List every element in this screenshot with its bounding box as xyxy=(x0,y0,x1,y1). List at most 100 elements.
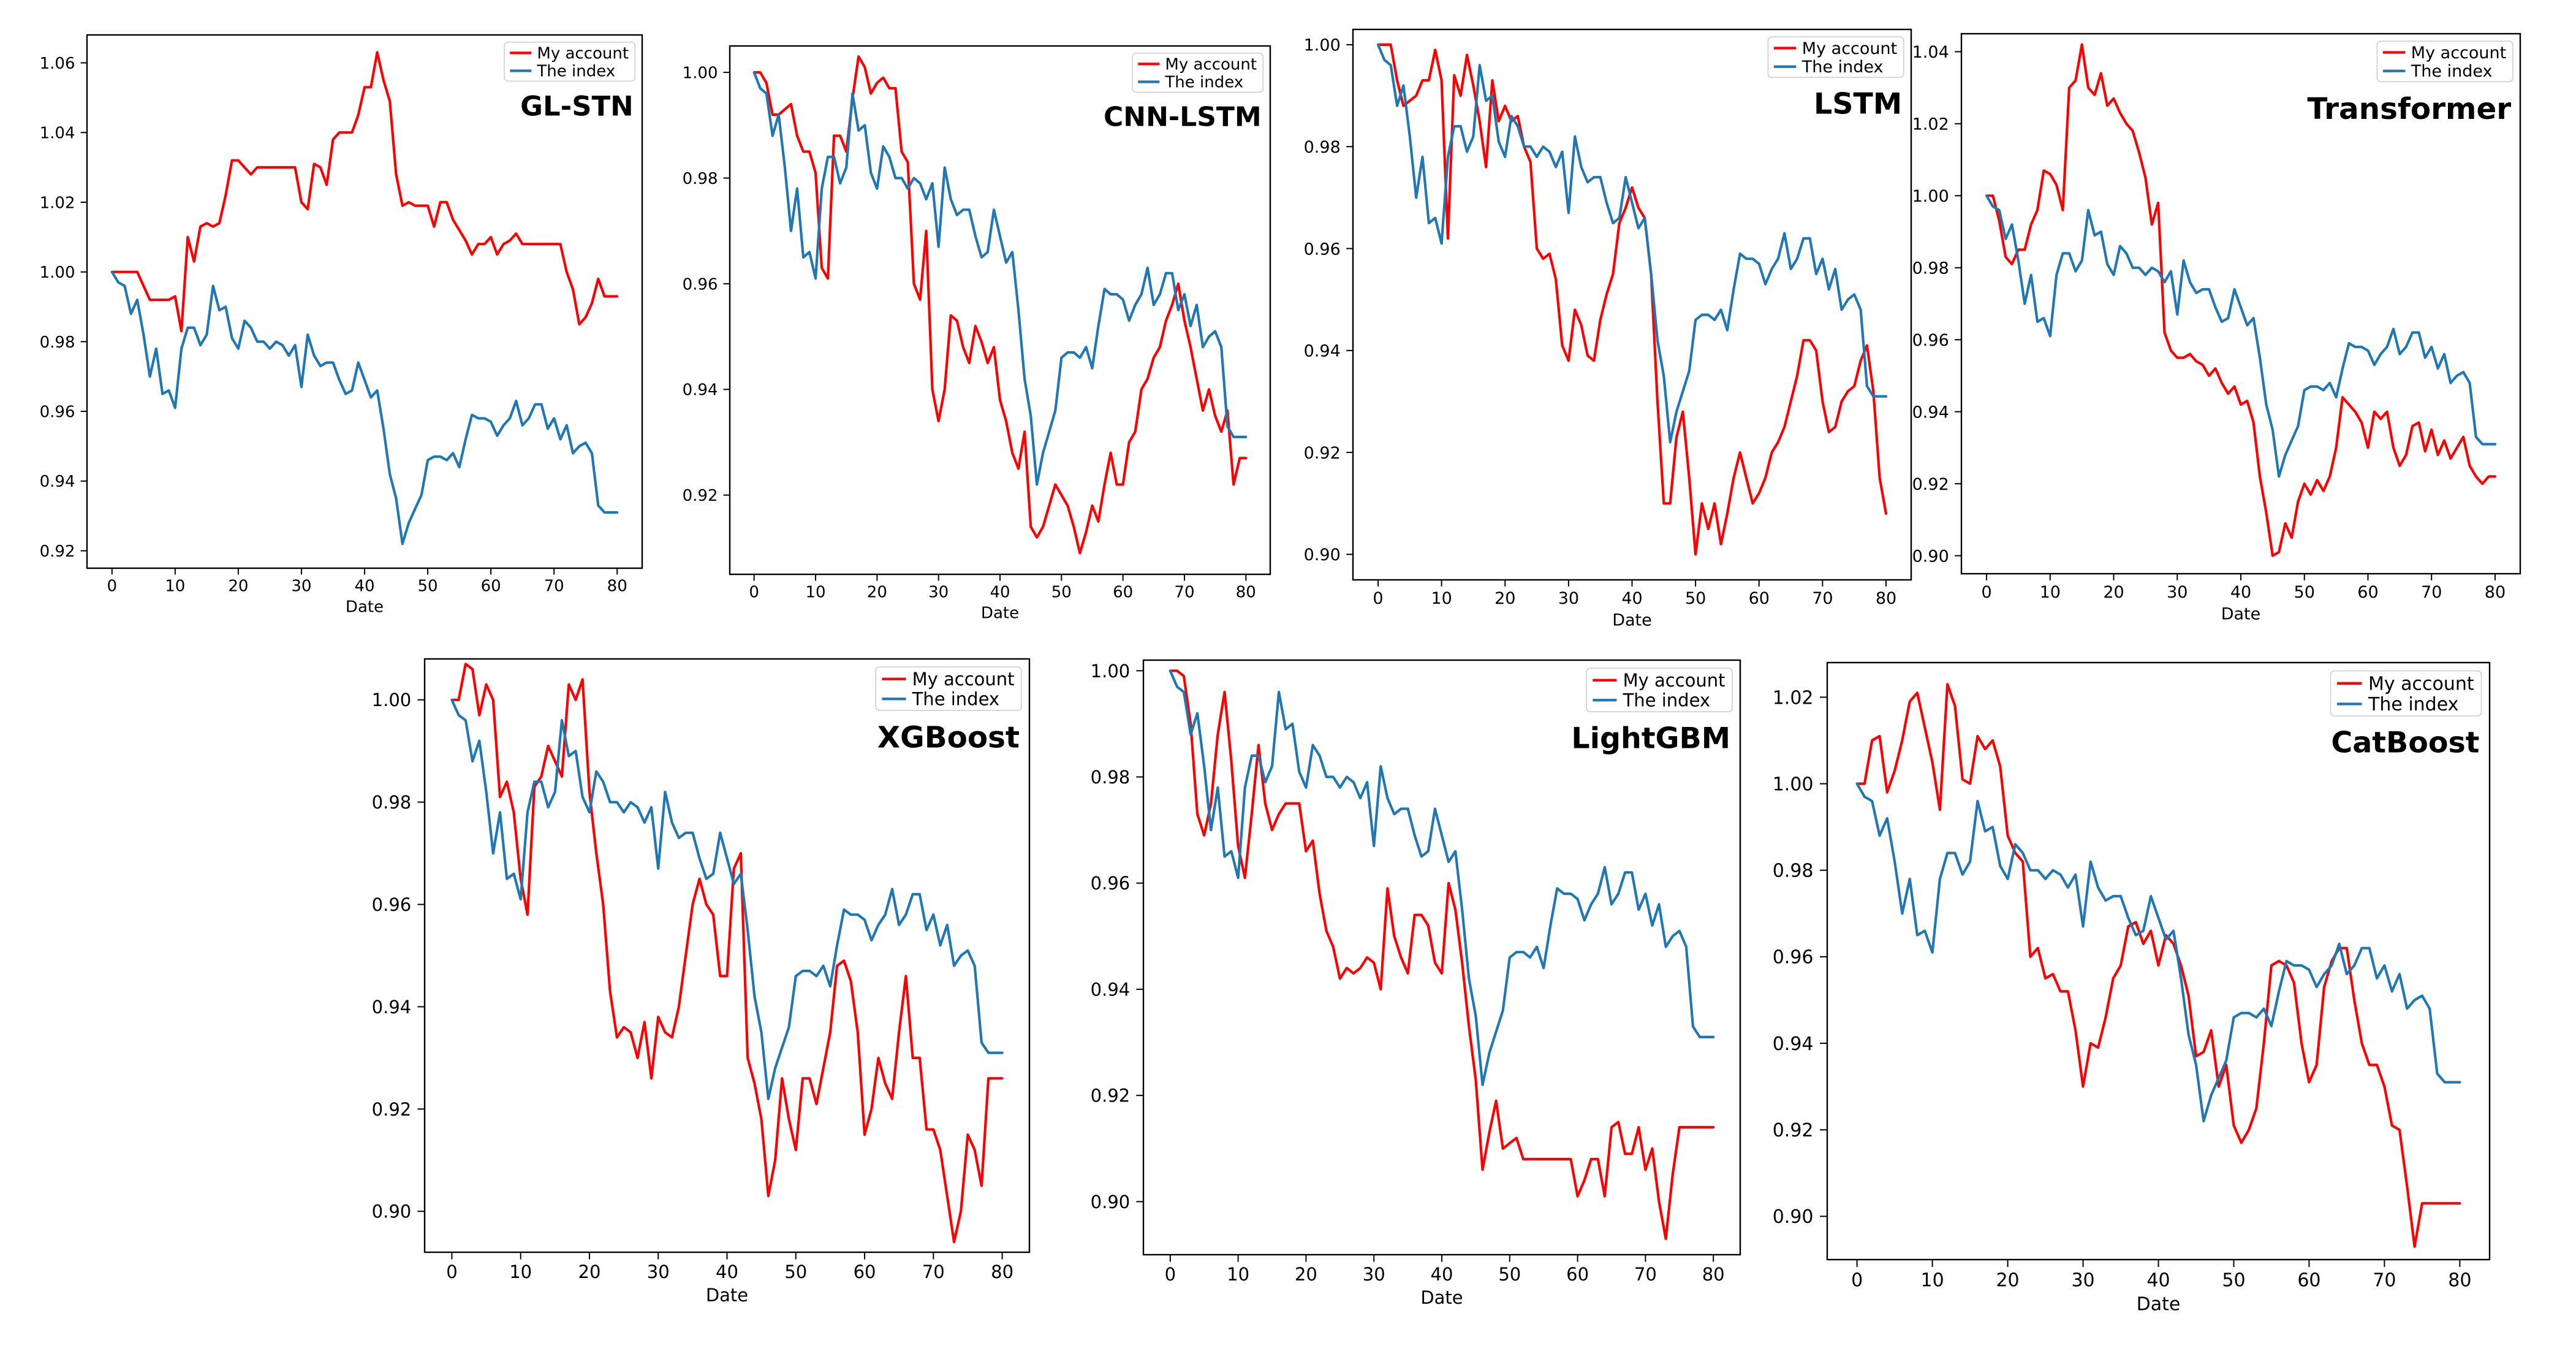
x-tick-label: 60 xyxy=(2297,1270,2320,1291)
x-tick-label: 70 xyxy=(1812,589,1833,608)
legend-box xyxy=(1132,52,1264,93)
x-tick-label: 60 xyxy=(1749,589,1770,608)
x-tick-label: 20 xyxy=(2103,583,2124,602)
x-tick-label: 60 xyxy=(1566,1264,1589,1285)
x-tick-label: 40 xyxy=(2230,583,2251,602)
chart-panel-2: 0 10 20 30 40 50 60 70 80 0.92 0.94 0.96 0.98 1.00 Dat… xyxy=(683,45,1271,623)
x-tick-label: 0 xyxy=(446,1261,457,1282)
legend-label-index: The index xyxy=(536,63,615,81)
x-tick-label: 70 xyxy=(2421,583,2442,602)
x-tick-label: 0 xyxy=(1373,589,1383,608)
x-tick-label: 20 xyxy=(228,577,248,596)
x-tick-label: 80 xyxy=(2485,583,2506,602)
y-tick-label: 1.00 xyxy=(372,690,412,710)
x-tick-label: 0 xyxy=(107,577,117,596)
x-tick-label: 10 xyxy=(805,584,825,602)
x-tick-label: 20 xyxy=(867,584,887,602)
x-tick-label: 10 xyxy=(1227,1264,1249,1285)
account-series-line xyxy=(110,51,619,333)
index-series-line xyxy=(1985,194,2497,478)
x-tick-label: 30 xyxy=(647,1261,670,1282)
y-tick-label: 0.92 xyxy=(40,542,75,561)
x-tick-label: 50 xyxy=(1685,589,1706,608)
x-tick-label: 50 xyxy=(418,577,438,596)
chart-panel-4: 0 10 20 30 40 50 60 70 80 0.90 0.92 0.94 0.96 0.98 1.0… xyxy=(1912,32,2521,623)
chart-title: CatBoost xyxy=(2331,726,2479,759)
x-tick-label: 10 xyxy=(2040,583,2061,602)
y-tick-label: 0.94 xyxy=(372,997,412,1017)
x-tick-label: 20 xyxy=(1295,1264,1317,1285)
y-tick-label: 1.02 xyxy=(40,194,75,212)
x-tick-label: 70 xyxy=(1634,1264,1657,1285)
y-tick-label: 1.04 xyxy=(40,124,75,143)
y-tick-label: 1.00 xyxy=(1773,774,1814,795)
y-tick-label: 0.96 xyxy=(40,403,75,421)
account-series-line xyxy=(752,55,1248,555)
x-tick-label: 30 xyxy=(2071,1270,2094,1291)
x-tick-label: 10 xyxy=(509,1261,532,1282)
chart-title: Transformer xyxy=(2307,92,2511,126)
legend-box xyxy=(875,666,1022,711)
legend-label-index: The index xyxy=(2411,62,2493,81)
y-tick-label: 0.98 xyxy=(1304,138,1341,157)
x-tick-label: 30 xyxy=(1363,1264,1385,1285)
index-series-line xyxy=(110,270,619,546)
index-series-line xyxy=(1169,669,1715,1087)
x-tick-label: 80 xyxy=(991,1261,1013,1282)
y-tick-label: 0.94 xyxy=(1091,979,1131,1000)
x-axis-label: Date xyxy=(2221,604,2261,623)
y-tick-label: 0.98 xyxy=(372,792,412,813)
x-tick-label: 0 xyxy=(1851,1270,1863,1291)
account-series-line xyxy=(450,663,1004,1244)
x-tick-label: 60 xyxy=(1113,584,1133,602)
x-tick-label: 40 xyxy=(716,1261,738,1282)
y-tick-label: 0.94 xyxy=(683,381,718,400)
x-tick-label: 50 xyxy=(1051,584,1072,602)
y-tick-label: 1.00 xyxy=(40,264,75,282)
y-tick-label: 1.04 xyxy=(1912,43,1949,62)
x-tick-label: 40 xyxy=(2146,1270,2170,1291)
x-tick-label: 50 xyxy=(2222,1270,2245,1291)
y-tick-label: 0.90 xyxy=(1091,1192,1131,1212)
x-tick-label: 0 xyxy=(1165,1264,1176,1285)
x-tick-label: 40 xyxy=(990,584,1010,602)
y-tick-label: 0.96 xyxy=(1304,240,1341,259)
x-tick-label: 60 xyxy=(2357,583,2378,602)
x-tick-label: 50 xyxy=(2294,583,2315,602)
y-tick-label: 0.90 xyxy=(1773,1206,1814,1228)
account-series-line xyxy=(1376,43,1888,556)
legend-label-account: My account xyxy=(1802,39,1897,58)
legend-label-index: The index xyxy=(1801,58,1884,77)
x-tick-label: 30 xyxy=(1558,589,1579,608)
y-tick-label: 1.00 xyxy=(1091,661,1131,682)
y-tick-label: 0.92 xyxy=(1091,1086,1131,1106)
x-tick-label: 60 xyxy=(854,1261,876,1282)
chart-title: GL-STN xyxy=(520,90,634,123)
y-tick-label: 1.00 xyxy=(683,64,718,82)
legend-label-index: The index xyxy=(1164,74,1243,92)
x-tick-label: 0 xyxy=(1981,583,1991,602)
x-tick-label: 10 xyxy=(1431,589,1452,608)
y-tick-label: 0.92 xyxy=(1304,444,1341,463)
y-tick-label: 0.96 xyxy=(683,275,718,294)
legend-label-index: The index xyxy=(2368,694,2458,715)
y-tick-label: 0.94 xyxy=(1773,1033,1814,1055)
x-tick-label: 40 xyxy=(1431,1264,1453,1285)
y-tick-label: 0.96 xyxy=(372,894,412,915)
y-tick-label: 0.94 xyxy=(1304,342,1341,361)
x-tick-label: 30 xyxy=(2167,583,2188,602)
x-tick-label: 70 xyxy=(544,577,564,596)
y-tick-label: 0.90 xyxy=(1304,546,1341,565)
y-tick-label: 1.02 xyxy=(1773,687,1814,709)
x-tick-label: 80 xyxy=(1876,589,1896,608)
x-tick-label: 70 xyxy=(2373,1270,2396,1291)
legend-box xyxy=(2330,670,2482,717)
index-series-line xyxy=(450,698,1004,1100)
y-tick-label: 1.06 xyxy=(40,55,75,73)
x-tick-label: 20 xyxy=(1494,589,1515,608)
x-axis-label: Date xyxy=(1420,1287,1463,1308)
y-tick-label: 0.98 xyxy=(1912,259,1949,278)
y-tick-label: 0.92 xyxy=(683,487,718,505)
legend-label-account: My account xyxy=(1165,55,1257,74)
x-tick-label: 70 xyxy=(1174,584,1194,602)
